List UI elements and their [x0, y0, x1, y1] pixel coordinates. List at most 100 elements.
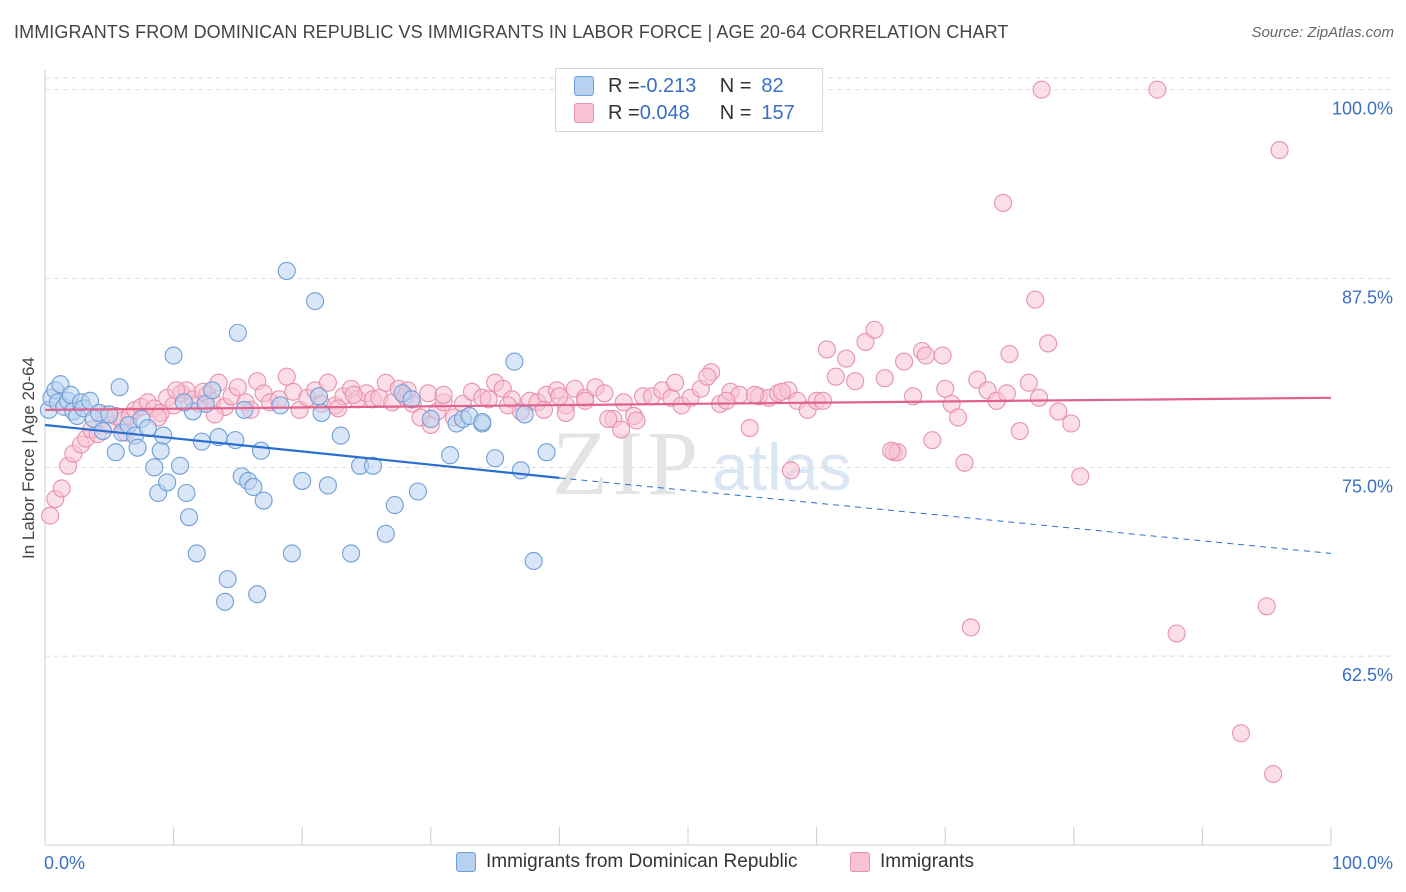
point-immigrants	[1039, 334, 1058, 353]
point-immigrants	[923, 431, 942, 450]
point-dominican	[187, 544, 206, 563]
point-immigrants	[52, 479, 71, 498]
point-immigrants	[813, 391, 833, 410]
point-immigrants	[936, 379, 955, 398]
point-immigrants	[329, 399, 348, 418]
point-immigrants	[903, 387, 923, 406]
point-immigrants	[997, 384, 1016, 403]
point-dominican	[511, 461, 530, 480]
point-immigrants	[1030, 388, 1049, 407]
point-immigrants	[550, 387, 569, 406]
point-immigrants	[882, 441, 901, 460]
point-dominican	[228, 323, 247, 342]
point-immigrants	[627, 411, 646, 430]
point-dominican	[293, 471, 312, 490]
point-immigrants	[576, 391, 595, 410]
point-dominican	[342, 544, 361, 563]
labels-layer: 62.5% 75.0% 87.5% 100.0% 0.0% 100.0%	[44, 99, 1393, 873]
point-dominican	[312, 403, 331, 422]
legend-n-label: N =	[719, 101, 752, 124]
point-dominican	[177, 483, 196, 503]
point-dominican	[306, 292, 325, 311]
point-immigrants	[1231, 724, 1251, 743]
point-immigrants	[1049, 402, 1068, 421]
point-immigrants	[1019, 373, 1038, 392]
point-dominican	[203, 381, 222, 400]
legend-row-blue: R = -0.213 N = 82	[574, 73, 784, 99]
y-tick-label: 62.5%	[1342, 665, 1393, 685]
point-dominican	[158, 473, 177, 492]
point-dominican	[486, 449, 505, 468]
chart-title: IMMIGRANTS FROM DOMINICAN REPUBLIC VS IM…	[14, 22, 1009, 42]
point-immigrants	[949, 408, 968, 427]
point-immigrants	[228, 378, 247, 397]
point-dominican	[271, 396, 290, 415]
point-dominican	[537, 443, 556, 462]
axes-layer	[44, 70, 1332, 846]
point-dominican	[170, 456, 190, 475]
legend-box: R = -0.213 N = 82 R = 0.048 N = 157	[555, 68, 823, 132]
legend-r-value: 0.048	[639, 101, 690, 124]
y-tick-label: 87.5%	[1342, 287, 1393, 307]
bottom-legend-label-blue: Immigrants from Dominican Republic	[486, 851, 798, 872]
watermark: ZIP atlas	[552, 412, 851, 514]
point-immigrants	[666, 373, 685, 392]
point-immigrants	[479, 390, 498, 409]
point-dominican	[421, 409, 440, 429]
point-immigrants	[419, 384, 438, 403]
point-immigrants	[933, 346, 952, 365]
trendline-dominican-extension	[559, 477, 1332, 554]
point-immigrants	[1071, 467, 1090, 486]
point-immigrants	[1270, 141, 1289, 160]
point-immigrants	[344, 385, 363, 404]
point-immigrants	[1257, 597, 1276, 616]
point-dominican	[309, 387, 328, 406]
point-immigrants	[745, 385, 764, 404]
point-immigrants	[534, 400, 554, 419]
legend-swatch-pink	[574, 103, 594, 123]
point-immigrants	[1148, 80, 1167, 99]
point-dominican	[515, 405, 534, 424]
point-immigrants	[717, 391, 736, 410]
point-dominican	[106, 443, 125, 462]
legend-r-value: -0.213	[639, 74, 697, 97]
point-immigrants	[875, 369, 894, 388]
point-dominican	[251, 441, 271, 460]
point-dominican	[524, 551, 543, 571]
point-immigrants	[1026, 290, 1045, 309]
point-immigrants	[1032, 80, 1051, 99]
point-immigrants	[865, 320, 884, 339]
point-dominican	[254, 491, 273, 510]
point-dominican	[331, 426, 350, 445]
y-tick-label: 75.0%	[1342, 476, 1393, 496]
point-dominican	[363, 456, 382, 475]
point-dominican	[282, 544, 301, 563]
point-dominican	[145, 458, 164, 477]
legend-n-value: 82	[761, 74, 784, 97]
point-immigrants	[826, 367, 845, 386]
point-dominican	[376, 524, 395, 543]
point-dominican	[277, 261, 296, 280]
point-dominican	[151, 441, 170, 460]
point-immigrants	[434, 385, 453, 404]
point-dominican	[235, 400, 254, 419]
point-dominican	[318, 476, 337, 495]
point-immigrants	[961, 618, 980, 637]
point-dominican	[215, 592, 235, 611]
legend-row-pink: R = 0.048 N = 157	[574, 100, 795, 126]
point-dominican	[164, 346, 183, 365]
point-immigrants	[595, 384, 614, 403]
point-dominican	[385, 496, 404, 515]
legend-r-label: R =	[608, 101, 640, 124]
point-immigrants	[955, 453, 974, 472]
point-immigrants	[1264, 764, 1283, 784]
point-dominican	[218, 570, 237, 589]
point-immigrants	[740, 418, 759, 438]
x-tick-label: 0.0%	[44, 853, 85, 873]
point-dominican	[408, 482, 427, 501]
point-immigrants	[1167, 624, 1186, 643]
watermark-atlas: atlas	[712, 430, 851, 504]
point-immigrants	[1062, 414, 1081, 433]
point-dominican	[441, 446, 460, 465]
